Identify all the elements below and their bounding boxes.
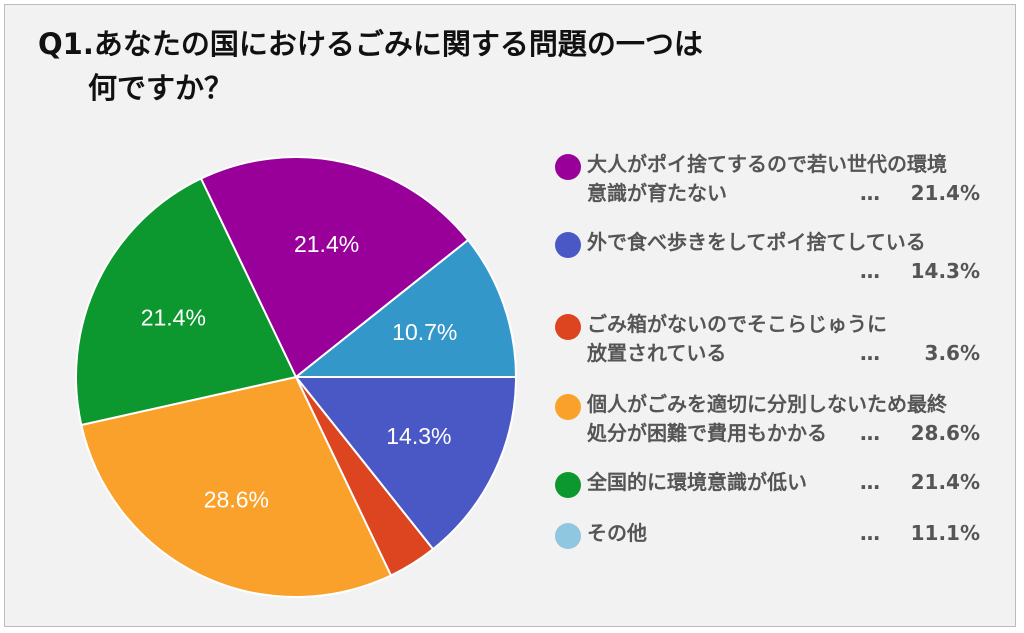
legend-percent: 3.6% (924, 341, 980, 365)
legend-swatch (555, 472, 581, 498)
legend-percent: 11.1% (910, 521, 980, 545)
legend-label-line1: ごみ箱がないのでそこらじゅうに (587, 312, 887, 336)
pie-slice (293, 238, 518, 378)
chart-title: Q1.あなたの国におけるごみに関する問題の一つは 何ですか？ (38, 22, 938, 110)
legend-percent: 14.3% (910, 259, 980, 283)
legend-label-line2: 放置されている (587, 341, 727, 365)
slice-label: 14.3% (386, 423, 451, 449)
legend-ellipsis: … (860, 259, 880, 283)
slice-label: 21.4% (141, 304, 206, 330)
title-line-2: 何ですか？ (88, 71, 234, 105)
slice-label: 10.7% (392, 319, 457, 345)
pie-slice (199, 156, 470, 379)
legend-ellipsis: … (860, 341, 880, 365)
slice-label: 28.6% (204, 487, 269, 513)
legend-percent: 21.4% (910, 470, 980, 494)
pie-slice (75, 177, 298, 427)
legend-ellipsis: … (860, 181, 880, 205)
legend-swatch (555, 394, 581, 420)
legend-label-line2 (587, 257, 860, 286)
legend-swatch (555, 523, 581, 549)
legend-percent: 28.6% (910, 421, 980, 445)
legend-label-line1: 外で食べ歩きをしてポイ捨てしている (587, 230, 926, 254)
legend-label-line1: 大人がポイ捨てするので若い世代の環境 (587, 152, 947, 176)
legend-percent: 21.4% (910, 181, 980, 205)
legend-label-line1: その他 (587, 521, 647, 545)
legend-ellipsis: … (860, 521, 880, 545)
title-line-1: Q1.あなたの国におけるごみに関する問題の一つは (38, 27, 703, 61)
slice-label: 21.4% (294, 231, 359, 257)
legend-label-line2: 処分が困難で費用もかかる (587, 421, 827, 445)
legend-label-line1: 全国的に環境意識が低い (587, 470, 807, 494)
legend-label-line2: 意識が育たない (587, 181, 727, 205)
legend-swatch (555, 154, 581, 180)
legend-ellipsis: … (860, 470, 880, 494)
pie-slice (80, 375, 393, 598)
legend-label-line1: 個人がごみを適切に分別しないため最終 (587, 392, 947, 416)
pie-slice (293, 376, 518, 551)
legend-swatch (555, 232, 581, 258)
legend-swatch (555, 314, 581, 340)
legend-ellipsis: … (860, 421, 880, 445)
